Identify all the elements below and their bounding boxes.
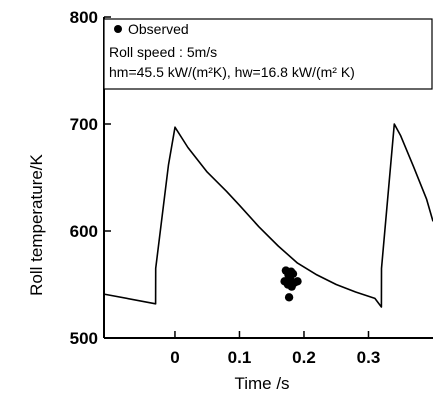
y-tick-label: 600 [70, 222, 98, 241]
annotation-heat-transfer: hm=45.5 kW/(m²K), hw=16.8 kW/(m² K) [109, 64, 355, 80]
observed-point [287, 282, 296, 291]
legend-observed-marker [114, 25, 122, 33]
observed-point [293, 277, 302, 286]
observed-point [284, 293, 294, 302]
y-tick-label: 700 [70, 115, 98, 134]
x-tick-label: 0.2 [292, 348, 316, 367]
annotation-roll-speed: Roll speed : 5m/s [109, 44, 217, 60]
x-tick-label: 0 [170, 348, 179, 367]
legend-observed-label: Observed [128, 21, 189, 37]
x-axis-label: Time /s [234, 374, 289, 393]
y-axis-label: Roll temperature/K [27, 153, 46, 295]
x-tick-label: 0.3 [357, 348, 381, 367]
legend: Observed Roll speed : 5m/s hm=45.5 kW/(m… [103, 18, 433, 90]
x-tick-label: 0.1 [228, 348, 252, 367]
simulated-temperature-line [103, 123, 433, 308]
y-tick-label: 500 [70, 329, 98, 348]
y-tick-label: 800 [70, 8, 98, 27]
legend-frame [103, 18, 433, 90]
